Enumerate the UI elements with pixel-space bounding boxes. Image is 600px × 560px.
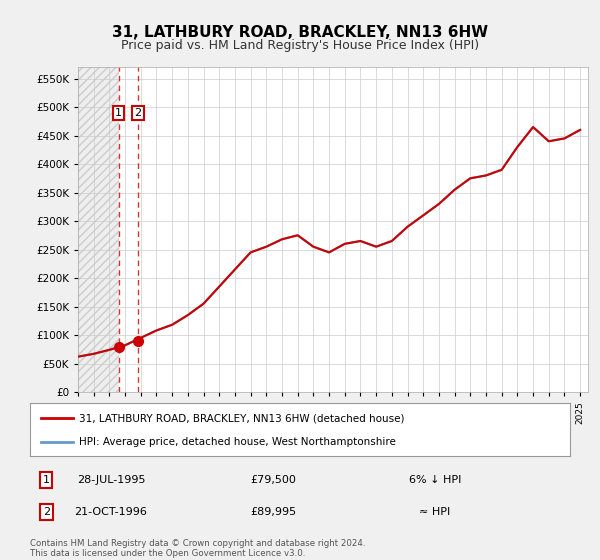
Text: £79,500: £79,500 (250, 475, 296, 485)
Bar (78, 67, 119, 392)
Text: 31, LATHBURY ROAD, BRACKLEY, NN13 6HW: 31, LATHBURY ROAD, BRACKLEY, NN13 6HW (112, 25, 488, 40)
Text: 1: 1 (43, 475, 50, 485)
Text: 6% ↓ HPI: 6% ↓ HPI (409, 475, 461, 485)
Text: Price paid vs. HM Land Registry's House Price Index (HPI): Price paid vs. HM Land Registry's House … (121, 39, 479, 52)
Text: 2: 2 (134, 108, 142, 118)
Text: 28-JUL-1995: 28-JUL-1995 (77, 475, 145, 485)
Text: £89,995: £89,995 (250, 507, 296, 517)
Text: 31, LATHBURY ROAD, BRACKLEY, NN13 6HW (detached house): 31, LATHBURY ROAD, BRACKLEY, NN13 6HW (d… (79, 413, 404, 423)
Text: 2: 2 (43, 507, 50, 517)
Text: Contains HM Land Registry data © Crown copyright and database right 2024.
This d: Contains HM Land Registry data © Crown c… (30, 539, 365, 558)
Text: 1: 1 (115, 108, 122, 118)
Text: ≈ HPI: ≈ HPI (419, 507, 451, 517)
Text: 21-OCT-1996: 21-OCT-1996 (74, 507, 148, 517)
Bar (78, 67, 119, 392)
Text: HPI: Average price, detached house, West Northamptonshire: HPI: Average price, detached house, West… (79, 436, 395, 446)
